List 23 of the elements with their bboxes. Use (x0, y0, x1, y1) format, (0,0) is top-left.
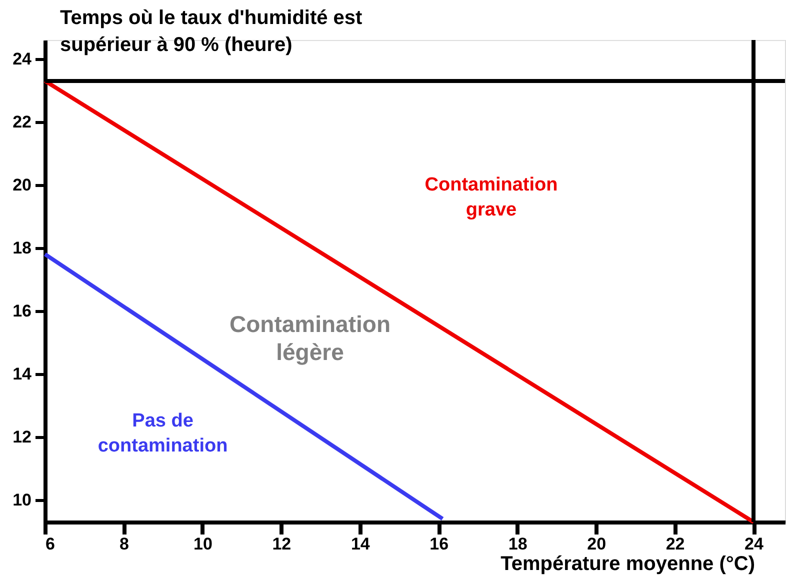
x-tick-label: 10 (193, 534, 212, 554)
x-tick-label: 24 (744, 534, 764, 554)
y-tick-label: 22 (12, 112, 32, 132)
text: Contamination grave (424, 174, 558, 220)
y-axis-title: Temps où le taux d'humidité est supérieur à 90 % (heure) (60, 7, 363, 56)
x-tick-label: 18 (508, 534, 528, 554)
x-tick-label: 6 (46, 534, 55, 554)
y-tick-label: 14 (12, 364, 32, 384)
x-tick-label: 22 (666, 534, 685, 554)
y-tick-label: 24 (12, 49, 32, 68)
x-tick-label: 12 (272, 534, 292, 554)
y-tick-label: 18 (12, 238, 32, 258)
x-tick-label: 14 (350, 534, 370, 554)
x-axis-title: Température moyenne (°C) (500, 553, 755, 575)
y-tick-label: 12 (12, 427, 32, 446)
y-tick-label: 16 (12, 301, 32, 320)
y-tick-label: 20 (12, 175, 32, 194)
x-tick-label: 8 (119, 534, 129, 554)
x-tick-label: 16 (430, 534, 449, 554)
x-tick-label: 20 (587, 534, 606, 554)
series-label: Pas de contamination (98, 410, 228, 457)
y-tick-label: 10 (12, 490, 32, 510)
annotation: Contamination légère (230, 311, 390, 365)
